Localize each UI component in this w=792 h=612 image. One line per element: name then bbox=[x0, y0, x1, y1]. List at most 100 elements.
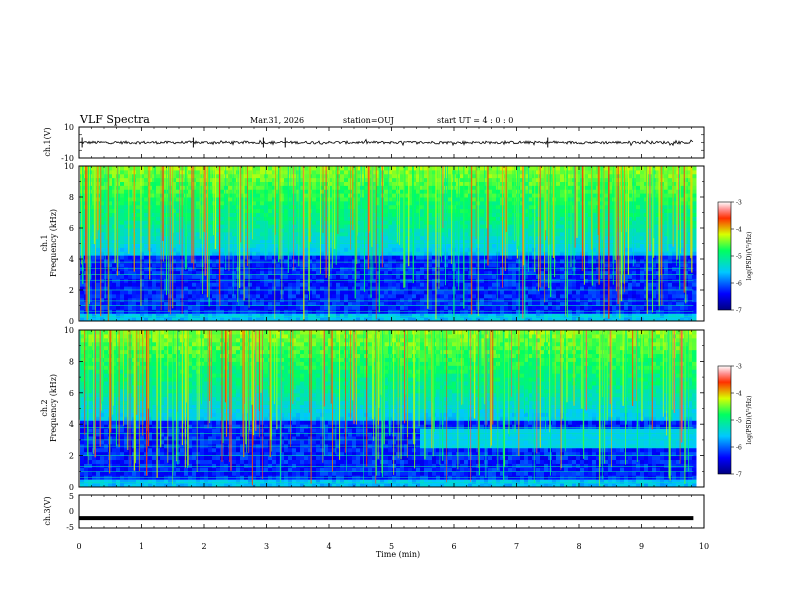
spectrogram-cell bbox=[564, 274, 569, 279]
spectrogram-cell bbox=[400, 177, 405, 182]
spectrogram-cell bbox=[284, 189, 289, 194]
spectrogram-cell bbox=[212, 173, 217, 179]
spectrogram-cell bbox=[524, 231, 529, 237]
spectrogram-cell bbox=[272, 208, 277, 213]
spectrogram-cell bbox=[300, 193, 305, 198]
spectrogram-cell bbox=[112, 313, 117, 318]
spectrogram-cell bbox=[240, 255, 245, 260]
spectrogram-cell bbox=[124, 177, 129, 182]
spectrogram-cell bbox=[364, 204, 369, 210]
spectrogram-cell bbox=[512, 297, 517, 303]
spectrogram-cell bbox=[124, 228, 129, 233]
spectrogram-cell bbox=[264, 251, 269, 256]
spectrogram-cell bbox=[260, 301, 265, 306]
spectrogram-cell bbox=[136, 220, 141, 225]
spectrogram-cell bbox=[232, 212, 237, 217]
spectrogram-cell bbox=[356, 177, 361, 182]
spectrogram-cell bbox=[300, 166, 305, 171]
spectrogram-cell bbox=[372, 177, 377, 182]
spectrogram-cell bbox=[220, 243, 225, 248]
spectrogram-cell bbox=[540, 255, 545, 260]
spectrogram-cell bbox=[108, 177, 113, 182]
spectrogram-cell bbox=[428, 305, 433, 310]
spectrogram-cell bbox=[100, 177, 105, 182]
spectrogram-cell bbox=[488, 177, 493, 182]
spectrogram-cell bbox=[348, 317, 353, 322]
spectrogram-cell bbox=[328, 231, 333, 237]
spectrogram-cell bbox=[360, 266, 365, 272]
spectrogram-cell bbox=[404, 200, 409, 206]
spectrogram-cell bbox=[512, 224, 517, 229]
spectrogram-cell bbox=[156, 247, 161, 252]
spectrogram-cell bbox=[216, 293, 221, 299]
spectrogram-cell bbox=[372, 247, 377, 252]
spectrogram-cell bbox=[296, 181, 301, 186]
spectrogram-cell bbox=[120, 181, 125, 186]
spectrogram-cell bbox=[300, 251, 305, 256]
spectrogram-cell bbox=[560, 305, 565, 310]
spectrogram-cell bbox=[288, 166, 293, 171]
spectrogram-cell bbox=[256, 262, 261, 268]
spectrogram-cell bbox=[292, 262, 297, 268]
spectrogram-cell bbox=[544, 317, 549, 322]
spectrogram-cell bbox=[508, 293, 513, 299]
spectrogram-cell bbox=[396, 224, 401, 229]
spectrogram-cell bbox=[336, 282, 341, 287]
spectrogram-cell bbox=[460, 262, 465, 268]
spectrogram-cell bbox=[408, 301, 413, 306]
spectrogram-cell bbox=[352, 259, 357, 264]
spectrogram-cell bbox=[296, 286, 301, 291]
spectrogram-cell bbox=[216, 247, 221, 252]
spectrogram-cell bbox=[208, 286, 213, 291]
spectrogram-cell bbox=[160, 255, 165, 260]
spectrogram-cell bbox=[544, 266, 549, 272]
spectrogram-cell bbox=[188, 282, 193, 287]
spectrogram-cell bbox=[328, 262, 333, 268]
spectrogram-cell bbox=[136, 274, 141, 279]
spectrogram-cell bbox=[176, 204, 181, 210]
spectrogram-cell bbox=[528, 282, 533, 287]
spectrogram-cell bbox=[468, 317, 473, 322]
spectrogram-cell bbox=[156, 255, 161, 260]
spectrogram-cell bbox=[220, 262, 225, 268]
spectrogram-cell bbox=[544, 262, 549, 268]
spectrogram-cell bbox=[148, 286, 153, 291]
spectrogram-cell bbox=[236, 197, 241, 202]
spectrogram-cell bbox=[232, 274, 237, 279]
spectrogram-cell bbox=[240, 197, 245, 202]
spectrogram-cell bbox=[220, 301, 225, 306]
spectrogram-cell bbox=[184, 290, 189, 295]
spectrogram-cell bbox=[148, 297, 153, 303]
spectrogram-cell bbox=[196, 313, 201, 318]
spectrogram-cell bbox=[220, 255, 225, 260]
spectrogram-cell bbox=[284, 231, 289, 237]
spectrogram-cell bbox=[480, 282, 485, 287]
spectrogram-cell bbox=[140, 297, 145, 303]
spectrogram-cell bbox=[176, 317, 181, 322]
spectrogram-cell bbox=[136, 305, 141, 310]
spectrogram-cell bbox=[152, 251, 157, 256]
spectrogram-cell bbox=[340, 305, 345, 310]
spectrogram-cell bbox=[540, 239, 545, 244]
spectrogram-cell bbox=[508, 270, 513, 275]
spectrogram-cell bbox=[264, 220, 269, 225]
spectrogram-cell bbox=[488, 239, 493, 244]
spectrogram-cell bbox=[312, 173, 317, 179]
spectrogram-cell bbox=[216, 243, 221, 248]
spectrogram-cell bbox=[220, 166, 225, 171]
spectrogram-cell bbox=[220, 270, 225, 275]
spectrogram-cell bbox=[432, 200, 437, 206]
spectrogram-cell bbox=[484, 216, 489, 221]
spectrogram-cell bbox=[152, 189, 157, 194]
spectrogram-cell bbox=[136, 301, 141, 306]
spectrogram-cell bbox=[428, 282, 433, 287]
spectrogram-cell bbox=[248, 228, 253, 233]
spectrogram-cell bbox=[124, 297, 129, 303]
spectrogram-cell bbox=[560, 282, 565, 287]
spectrogram-cell bbox=[516, 262, 521, 268]
spectrogram-cell bbox=[568, 197, 573, 202]
spectrogram-cell bbox=[176, 177, 181, 182]
spectrogram-cell bbox=[404, 231, 409, 237]
spectrogram-cell bbox=[352, 266, 357, 272]
spectrogram-cell bbox=[248, 208, 253, 213]
